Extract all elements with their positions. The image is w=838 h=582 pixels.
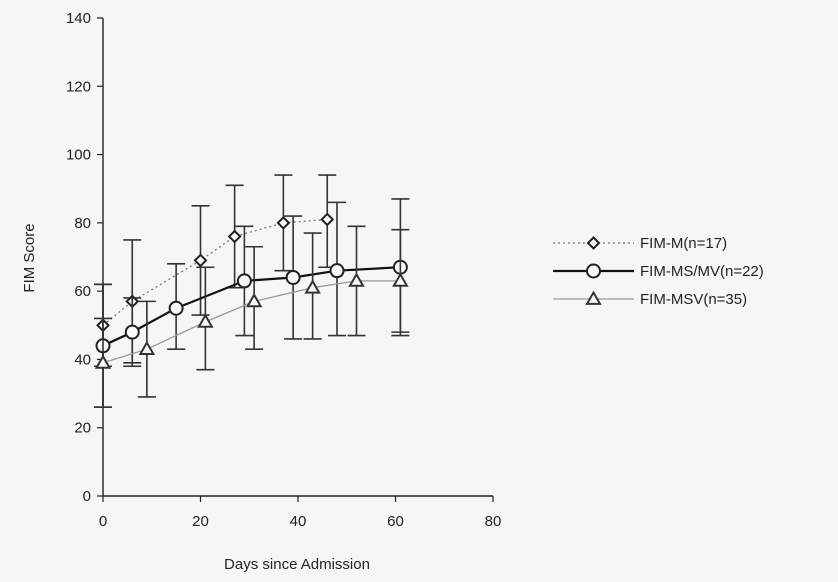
plot-area: 0 20 40 60 80 100 120 140 0 20 40 60 80 [66, 10, 501, 530]
y-tick-label: 140 [66, 10, 91, 27]
data-point [193, 253, 208, 268]
legend-label: FIM-M(n=17) [640, 235, 727, 252]
legend-label: FIM-MSV(n=35) [640, 291, 747, 308]
x-axis-title: Days since Admission [224, 556, 370, 573]
y-axis-title: FIM Score [21, 223, 38, 292]
data-point [304, 279, 321, 294]
data-point [392, 272, 409, 287]
data-point [236, 273, 252, 289]
data-point [227, 229, 242, 244]
x-tick-label: 20 [192, 513, 209, 530]
data-point [197, 313, 214, 328]
x-tick-label: 80 [485, 513, 502, 530]
legend: FIM-M(n=17) FIM-MS/MV(n=22) FIM-MSV(n=35) [553, 235, 764, 308]
y-tick-label: 100 [66, 147, 91, 164]
data-point [329, 263, 345, 279]
data-point [124, 324, 140, 340]
data-point [245, 292, 263, 308]
legend-marker [585, 290, 602, 305]
x-tick-label: 0 [99, 513, 107, 530]
legend-label: FIM-MS/MV(n=22) [640, 263, 764, 280]
y-tick-label: 120 [66, 78, 91, 95]
x-tick-label: 40 [290, 513, 307, 530]
y-tick-label: 80 [74, 215, 91, 232]
series-line-1 [102, 218, 328, 326]
data-point [138, 340, 156, 356]
data-point [168, 300, 184, 316]
y-tick-label: 20 [74, 420, 91, 437]
legend-marker [586, 263, 601, 279]
data-point [94, 354, 112, 369]
y-tick-label: 40 [74, 351, 91, 368]
data-point [320, 212, 335, 227]
legend-marker [586, 236, 601, 250]
x-tick-label: 60 [387, 513, 404, 530]
data-point [276, 215, 291, 230]
y-tick-label: 0 [83, 488, 91, 505]
y-tick-label: 60 [74, 283, 91, 300]
data-point [348, 272, 365, 287]
data-point [285, 269, 301, 285]
